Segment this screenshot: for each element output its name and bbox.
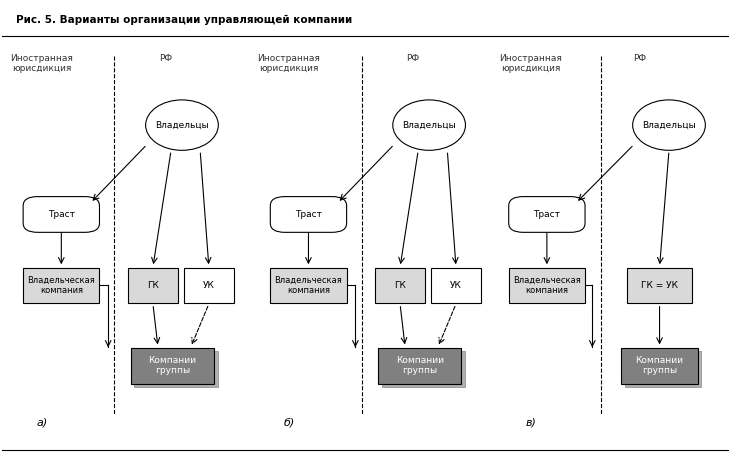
FancyBboxPatch shape bbox=[184, 268, 234, 303]
FancyBboxPatch shape bbox=[509, 268, 585, 303]
Text: б): б) bbox=[283, 418, 294, 428]
FancyBboxPatch shape bbox=[625, 351, 702, 387]
FancyBboxPatch shape bbox=[627, 268, 692, 303]
Text: Компании
группы: Компании группы bbox=[396, 356, 444, 375]
FancyBboxPatch shape bbox=[23, 268, 99, 303]
Text: в): в) bbox=[526, 418, 537, 428]
FancyBboxPatch shape bbox=[128, 268, 177, 303]
Text: Иностранная
юрисдикция: Иностранная юрисдикция bbox=[10, 54, 73, 73]
Text: УК: УК bbox=[203, 281, 215, 290]
Text: УК: УК bbox=[450, 281, 462, 290]
FancyBboxPatch shape bbox=[134, 351, 218, 387]
FancyBboxPatch shape bbox=[378, 348, 461, 384]
Text: ГК: ГК bbox=[147, 281, 159, 290]
Text: Владельческая
компания: Владельческая компания bbox=[28, 276, 95, 295]
Text: Владельцы: Владельцы bbox=[155, 121, 209, 130]
FancyBboxPatch shape bbox=[509, 196, 585, 232]
Text: Траст: Траст bbox=[48, 210, 74, 219]
Text: Иностранная
юрисдикция: Иностранная юрисдикция bbox=[258, 54, 320, 73]
FancyBboxPatch shape bbox=[270, 268, 347, 303]
FancyBboxPatch shape bbox=[431, 268, 481, 303]
Text: Иностранная
юрисдикция: Иностранная юрисдикция bbox=[499, 54, 562, 73]
FancyBboxPatch shape bbox=[382, 351, 465, 387]
Text: ГК: ГК bbox=[394, 281, 406, 290]
Text: Компании
группы: Компании группы bbox=[636, 356, 683, 375]
Text: РФ: РФ bbox=[634, 54, 647, 63]
FancyBboxPatch shape bbox=[621, 348, 698, 384]
Text: Владельческая
компания: Владельческая компания bbox=[513, 276, 581, 295]
FancyBboxPatch shape bbox=[375, 268, 425, 303]
Text: Владельцы: Владельцы bbox=[642, 121, 696, 130]
Ellipse shape bbox=[393, 100, 466, 150]
Text: Владельческая
компания: Владельческая компания bbox=[274, 276, 342, 295]
Text: РФ: РФ bbox=[158, 54, 172, 63]
FancyBboxPatch shape bbox=[131, 348, 215, 384]
FancyBboxPatch shape bbox=[23, 196, 99, 232]
Text: РФ: РФ bbox=[406, 54, 419, 63]
Text: Траст: Траст bbox=[295, 210, 322, 219]
Text: Траст: Траст bbox=[534, 210, 561, 219]
FancyBboxPatch shape bbox=[270, 196, 347, 232]
Text: а): а) bbox=[36, 418, 47, 428]
Text: Компании
группы: Компании группы bbox=[148, 356, 196, 375]
Text: Рис. 5. Варианты организации управляющей компании: Рис. 5. Варианты организации управляющей… bbox=[16, 15, 353, 25]
Text: Владельцы: Владельцы bbox=[402, 121, 456, 130]
Ellipse shape bbox=[146, 100, 218, 150]
Text: ГК = УК: ГК = УК bbox=[641, 281, 678, 290]
Ellipse shape bbox=[633, 100, 705, 150]
